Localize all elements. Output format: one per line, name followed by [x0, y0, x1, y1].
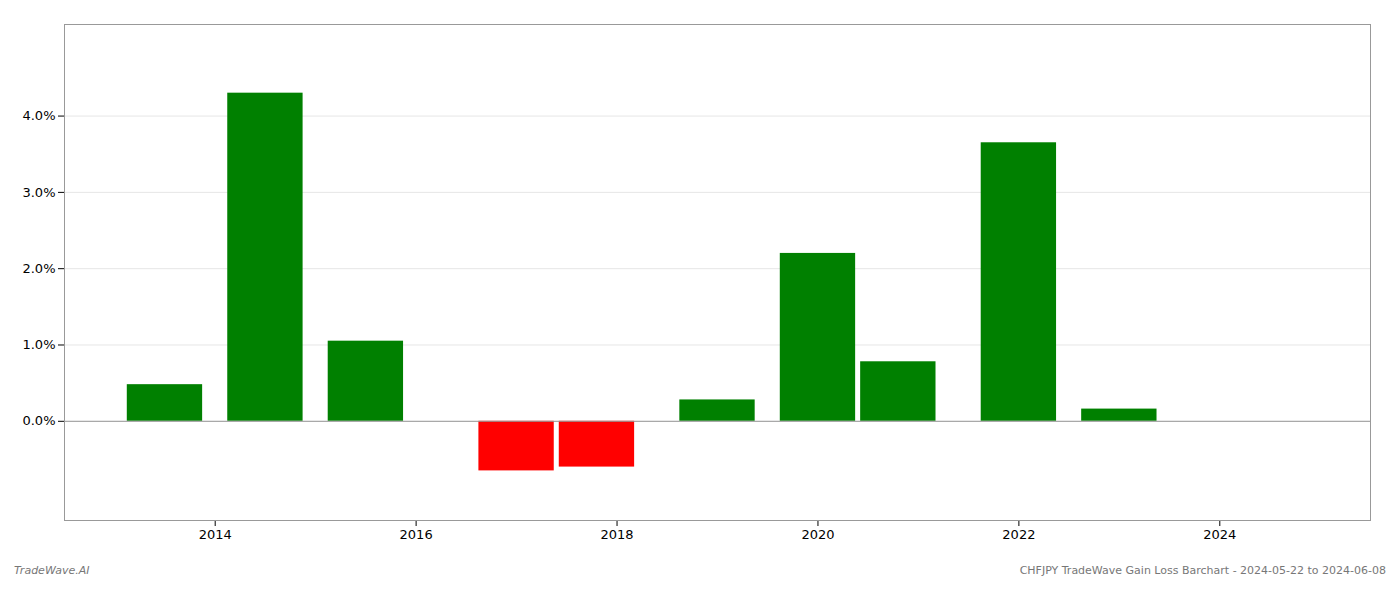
- svg-text:4.0%: 4.0%: [22, 108, 55, 123]
- svg-text:2024: 2024: [1203, 527, 1236, 542]
- svg-text:2020: 2020: [801, 527, 834, 542]
- html-text:TradeWave.AI: TradeWave.AI: [14, 564, 90, 577]
- svg-text:2.0%: 2.0%: [22, 261, 55, 276]
- svg-text:1.0%: 1.0%: [22, 337, 55, 352]
- svg-text:2022: 2022: [1002, 527, 1035, 542]
- svg-text:2016: 2016: [400, 527, 433, 542]
- svg-text:2018: 2018: [600, 527, 633, 542]
- svg-text:0.0%: 0.0%: [22, 413, 55, 428]
- svg-text:3.0%: 3.0%: [22, 185, 55, 200]
- svg-text:2014: 2014: [199, 527, 232, 542]
- html-text:CHFJPY TradeWave Gain Loss Bar: CHFJPY TradeWave Gain Loss Barchart - 20…: [1019, 564, 1386, 577]
